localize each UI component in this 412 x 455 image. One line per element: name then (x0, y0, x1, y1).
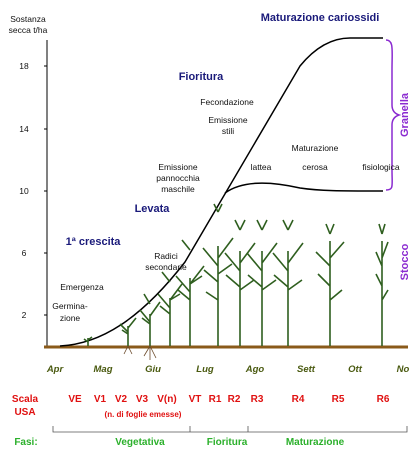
annotation: Levata (135, 203, 171, 215)
plants (83, 203, 389, 360)
phase-item: Fioritura (207, 437, 248, 448)
stage-label: V2 (115, 394, 128, 405)
stalk-curve (224, 182, 384, 194)
scale-note: (n. di foglie emesse) (105, 410, 182, 419)
side-label: Granella (399, 92, 411, 137)
month-label: Sett (297, 364, 316, 375)
annotation: Emissione (158, 162, 197, 172)
annotation: Radici (154, 251, 178, 261)
stage-label: V1 (94, 394, 107, 405)
axis-title: secca t/ha (9, 25, 48, 35)
scale-label: Scala (12, 394, 39, 405)
stage-label: V3 (136, 394, 149, 405)
annotation: pannocchia (156, 173, 200, 183)
stage-label: R6 (377, 394, 390, 405)
annotation: Maturazione cariossidi (261, 12, 380, 24)
total-curve (59, 37, 383, 347)
month-label: Apr (46, 364, 65, 375)
annotation: cerosa (302, 162, 328, 172)
phase-label: Fasi: (14, 437, 37, 448)
phase-item: Vegetativa (115, 437, 165, 448)
stage-label: R3 (251, 394, 264, 405)
stage-label: VT (189, 394, 202, 405)
phase-bracket (52, 426, 408, 433)
y-tick-label: 14 (19, 124, 29, 134)
month-label: Lug (196, 364, 214, 375)
stage-label: R1 (209, 394, 222, 405)
annotation: Maturazione (292, 143, 339, 153)
y-tick-label: 18 (19, 61, 29, 71)
stage-label: R2 (228, 394, 241, 405)
y-tick-label: 6 (22, 248, 27, 258)
phase-item: Maturazione (286, 437, 345, 448)
axis-title: Sostanza (10, 14, 46, 24)
side-label: Stocco (399, 243, 411, 280)
stage-label: V(n) (157, 394, 176, 405)
brace (385, 39, 402, 191)
annotation: maschile (161, 184, 195, 194)
annotation: zione (60, 313, 81, 323)
annotation: secondarie (145, 262, 187, 272)
y-tick-label: 2 (22, 310, 27, 320)
annotation: fisiologica (362, 162, 400, 172)
y-tick-label: 10 (19, 186, 29, 196)
annotation: lattea (251, 162, 272, 172)
month-label: Ott (348, 364, 363, 375)
stage-label: VE (68, 394, 82, 405)
stage-label: R5 (332, 394, 345, 405)
annotation: Emergenza (60, 282, 104, 292)
annotation: Emissione (208, 115, 247, 125)
annotation: Fecondazione (200, 97, 254, 107)
annotation: Germina- (52, 301, 88, 311)
annotation: Fioritura (179, 71, 224, 83)
annotation: 1ª crescita (66, 236, 122, 248)
annotation: stili (222, 126, 234, 136)
stage-label: R4 (292, 394, 305, 405)
month-label: No (397, 364, 410, 375)
scale-label: USA (14, 407, 35, 418)
month-label: Mag (94, 364, 113, 375)
month-label: Ago (245, 364, 265, 375)
month-label: Giu (145, 364, 161, 375)
